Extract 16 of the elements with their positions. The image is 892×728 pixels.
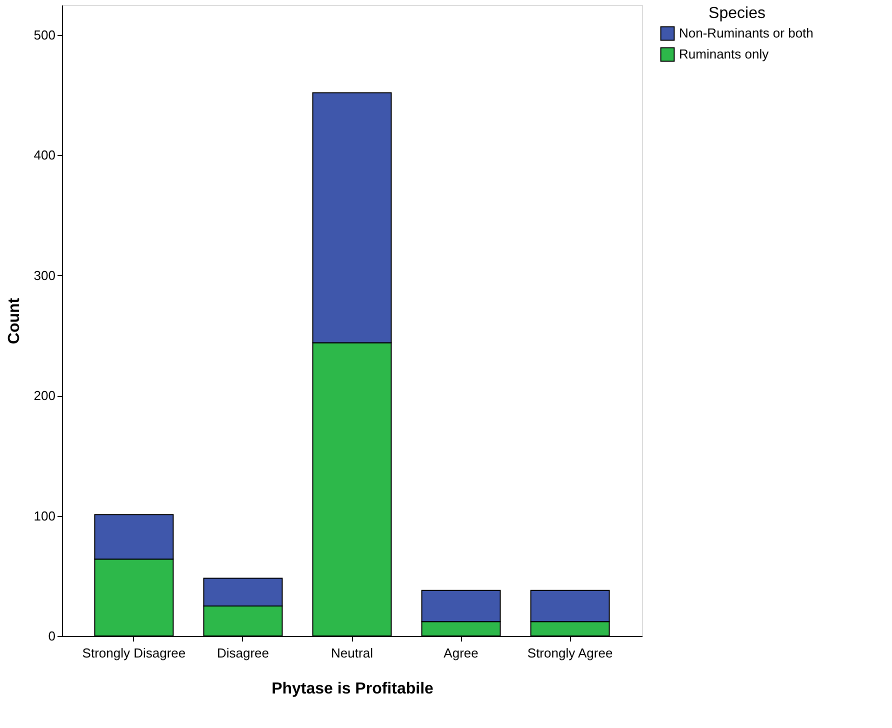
y-tick-label: 100: [34, 508, 56, 524]
legend-title: Species: [708, 5, 766, 22]
y-tick-label: 500: [34, 28, 56, 43]
y-axis-title: Count: [6, 297, 23, 344]
legend-label: Non-Ruminants or both: [679, 26, 814, 40]
x-tick-label: Neutral: [331, 646, 374, 660]
x-tick-label: Strongly Disagree: [82, 646, 186, 660]
x-tick-label: Agree: [444, 646, 478, 660]
x-axis-title: Phytase is Profitabile: [272, 680, 434, 698]
y-tick-label: 400: [34, 148, 56, 163]
y-tick-label: 300: [34, 268, 56, 283]
y-tick-label: 0: [48, 628, 56, 644]
y-tick-label: 200: [34, 388, 56, 404]
x-tick-label: Disagree: [216, 646, 269, 660]
x-tick-label: Strongly Agree: [527, 646, 613, 660]
legend-label: Ruminants only: [679, 46, 770, 62]
